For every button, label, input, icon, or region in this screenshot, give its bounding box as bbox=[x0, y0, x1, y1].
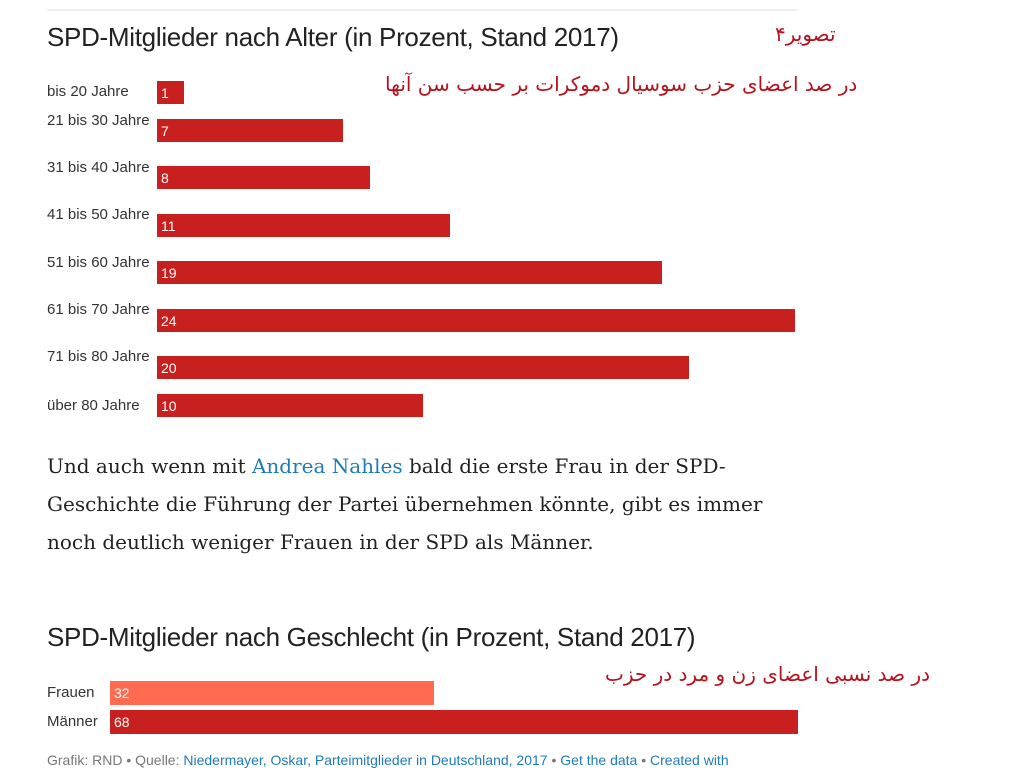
category-label: 61 bis 70 Jahre bbox=[47, 301, 150, 318]
gender-chart-title: SPD-Mitglieder nach Geschlecht (in Proze… bbox=[47, 622, 696, 652]
get-data-link[interactable]: Get the data bbox=[560, 752, 638, 768]
category-label: 71 bis 80 Jahre bbox=[47, 348, 150, 365]
category-label: 51 bis 60 Jahre bbox=[47, 254, 150, 271]
bar: 10 bbox=[157, 394, 423, 417]
bar: 32 bbox=[110, 681, 434, 705]
category-label: bis 20 Jahre bbox=[47, 83, 129, 100]
bar: 11 bbox=[157, 214, 450, 237]
category-label: 31 bis 40 Jahre bbox=[47, 159, 150, 176]
bar: 68 bbox=[110, 710, 799, 734]
age-annotation: در صد اعضای حزب سوسیال دموکرات بر حسب سن… bbox=[385, 72, 858, 96]
bar: 8 bbox=[157, 166, 370, 189]
category-label: 21 bis 30 Jahre bbox=[47, 112, 150, 129]
footer-credit: Grafik: RND • Quelle: bbox=[47, 752, 184, 768]
age-chart-title: SPD-Mitglieder nach Alter (in Prozent, S… bbox=[47, 22, 619, 52]
category-label: 41 bis 50 Jahre bbox=[47, 206, 150, 223]
andrea-nahles-link[interactable]: Andrea Nahles bbox=[251, 454, 403, 478]
gender-annotation: در صد نسبی اعضای زن و مرد در حزب bbox=[605, 662, 931, 686]
divider bbox=[47, 9, 797, 11]
created-with-link[interactable]: Created with bbox=[650, 752, 729, 768]
category-label: Männer bbox=[47, 713, 98, 730]
chart-footer: Grafik: RND • Quelle: Niedermayer, Oskar… bbox=[47, 752, 729, 768]
bar: 24 bbox=[157, 309, 796, 332]
bar: 1 bbox=[157, 81, 184, 104]
bar: 20 bbox=[157, 356, 689, 379]
paragraph-text: Und auch wenn mit bbox=[47, 454, 252, 478]
bar: 7 bbox=[157, 119, 344, 142]
paragraph-text: bald die erste Frau in der SPD-Geschicht… bbox=[47, 454, 763, 554]
article-paragraph: Und auch wenn mit Andrea Nahles bald die… bbox=[47, 447, 807, 561]
category-label: Frauen bbox=[47, 684, 95, 701]
bar: 19 bbox=[157, 261, 663, 284]
separator: • bbox=[637, 752, 651, 768]
separator: • bbox=[547, 752, 561, 768]
figure-label: تصویر۴ bbox=[775, 22, 836, 46]
category-label: über 80 Jahre bbox=[47, 397, 140, 414]
source-link[interactable]: Niedermayer, Oskar, Parteimitglieder in … bbox=[183, 752, 548, 768]
